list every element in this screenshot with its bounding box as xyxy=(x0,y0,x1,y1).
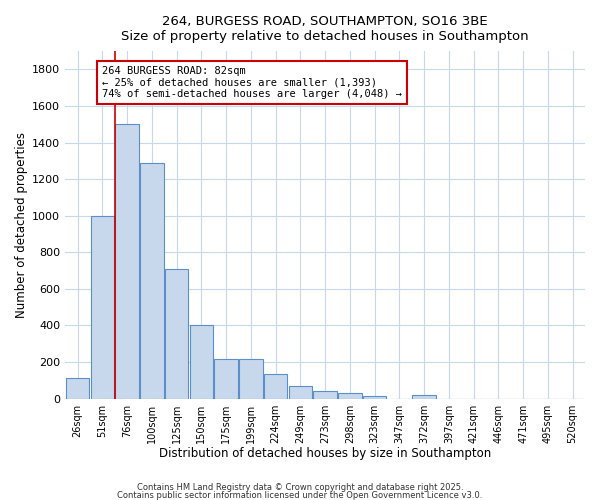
Bar xyxy=(165,268,188,398)
Title: 264, BURGESS ROAD, SOUTHAMPTON, SO16 3BE
Size of property relative to detached h: 264, BURGESS ROAD, SOUTHAMPTON, SO16 3BE… xyxy=(121,15,529,43)
X-axis label: Distribution of detached houses by size in Southampton: Distribution of detached houses by size … xyxy=(159,447,491,460)
Bar xyxy=(338,393,362,398)
Bar xyxy=(264,374,287,398)
Text: Contains HM Land Registry data © Crown copyright and database right 2025.: Contains HM Land Registry data © Crown c… xyxy=(137,483,463,492)
Bar xyxy=(313,392,337,398)
Bar xyxy=(214,360,238,399)
Bar xyxy=(289,386,312,398)
Bar xyxy=(363,396,386,398)
Bar xyxy=(140,162,164,398)
Bar xyxy=(239,360,263,399)
Y-axis label: Number of detached properties: Number of detached properties xyxy=(15,132,28,318)
Bar xyxy=(91,216,114,398)
Text: Contains public sector information licensed under the Open Government Licence v3: Contains public sector information licen… xyxy=(118,490,482,500)
Bar xyxy=(190,326,213,398)
Text: 264 BURGESS ROAD: 82sqm
← 25% of detached houses are smaller (1,393)
74% of semi: 264 BURGESS ROAD: 82sqm ← 25% of detache… xyxy=(102,66,402,99)
Bar xyxy=(66,378,89,398)
Bar xyxy=(412,395,436,398)
Bar xyxy=(115,124,139,398)
